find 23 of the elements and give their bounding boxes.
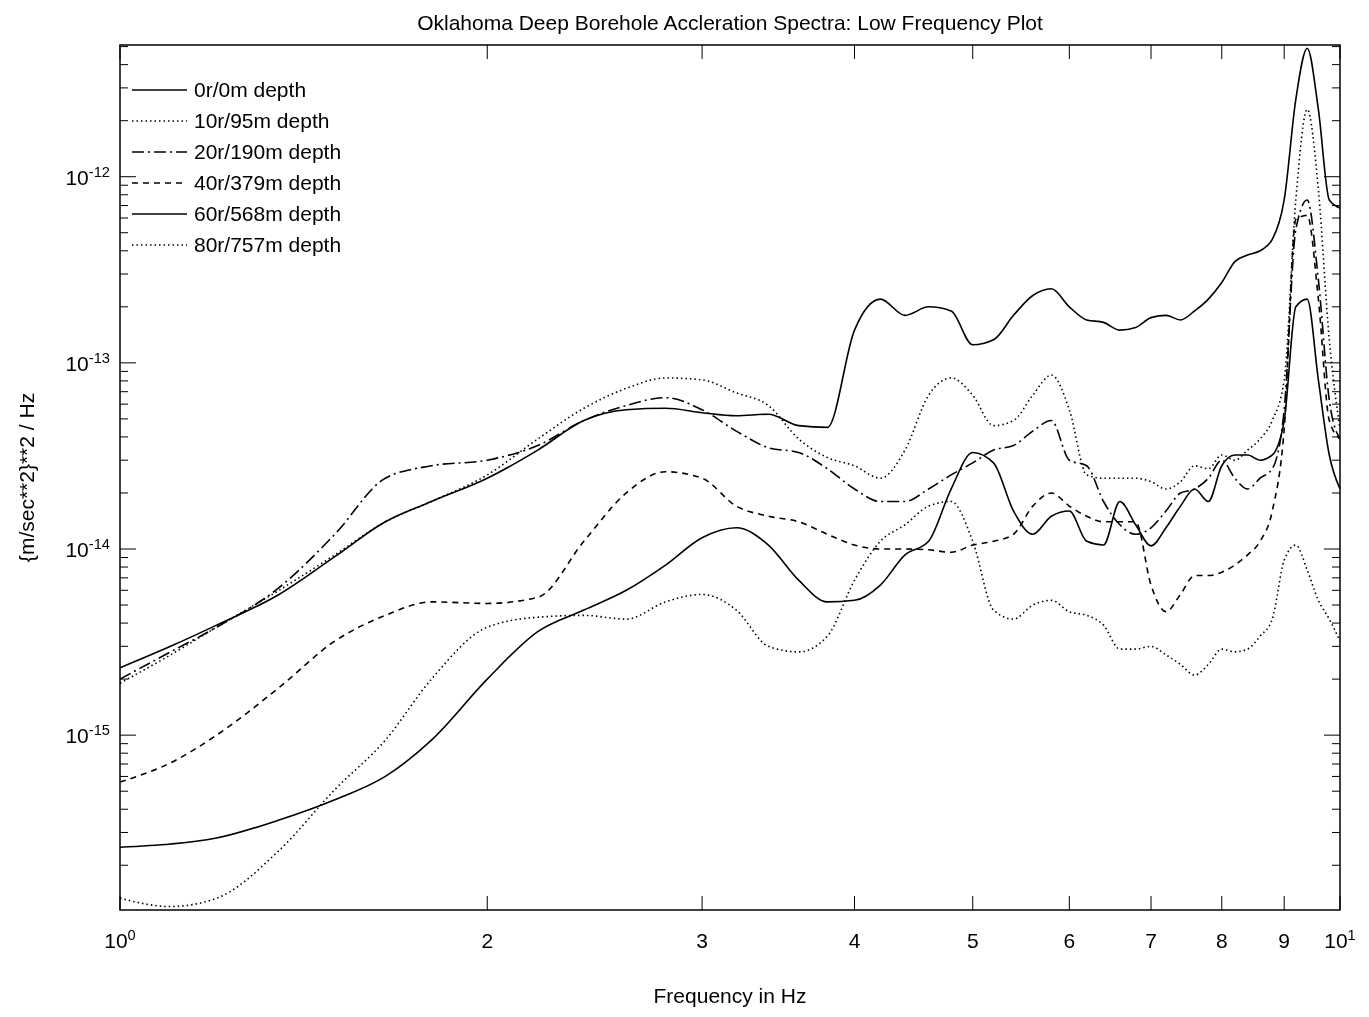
x-tick-label: 2 [481, 929, 494, 952]
x-tick-label: 6 [1063, 929, 1076, 952]
legend-label: 10r/95m depth [194, 109, 330, 132]
y-axis-title: {m/sec**2}**2 / Hz [15, 392, 38, 563]
x-tick-label: 4 [848, 929, 861, 952]
legend-label: 0r/0m depth [194, 78, 307, 101]
y-tick-label: 10$^{-14}$ [65, 536, 110, 562]
x-tick-label: 7 [1145, 929, 1157, 952]
x-axis-title: Frequency in Hz [653, 984, 807, 1007]
x-tick-label: 3 [696, 929, 708, 952]
legend-label: 80r/757m depth [194, 233, 342, 256]
legend-label: 60r/568m depth [194, 202, 342, 225]
x-tick-label: 10$^{1}$ [1324, 927, 1356, 952]
legend-label: 40r/379m depth [194, 171, 342, 194]
x-tick-label: 5 [966, 929, 979, 952]
y-tick-label: 10$^{-15}$ [65, 722, 110, 748]
chart-title: Oklahoma Deep Borehole Accleration Spectra: Low Frequency Plot [417, 11, 1043, 34]
x-tick-label: 8 [1215, 929, 1228, 952]
y-tick-label: 10$^{-12}$ [65, 163, 110, 189]
x-tick-label: 10$^{0}$ [104, 927, 136, 952]
x-tick-label: 9 [1278, 929, 1291, 952]
y-tick-label: 10$^{-13}$ [65, 349, 110, 375]
legend-label: 20r/190m depth [194, 140, 342, 163]
